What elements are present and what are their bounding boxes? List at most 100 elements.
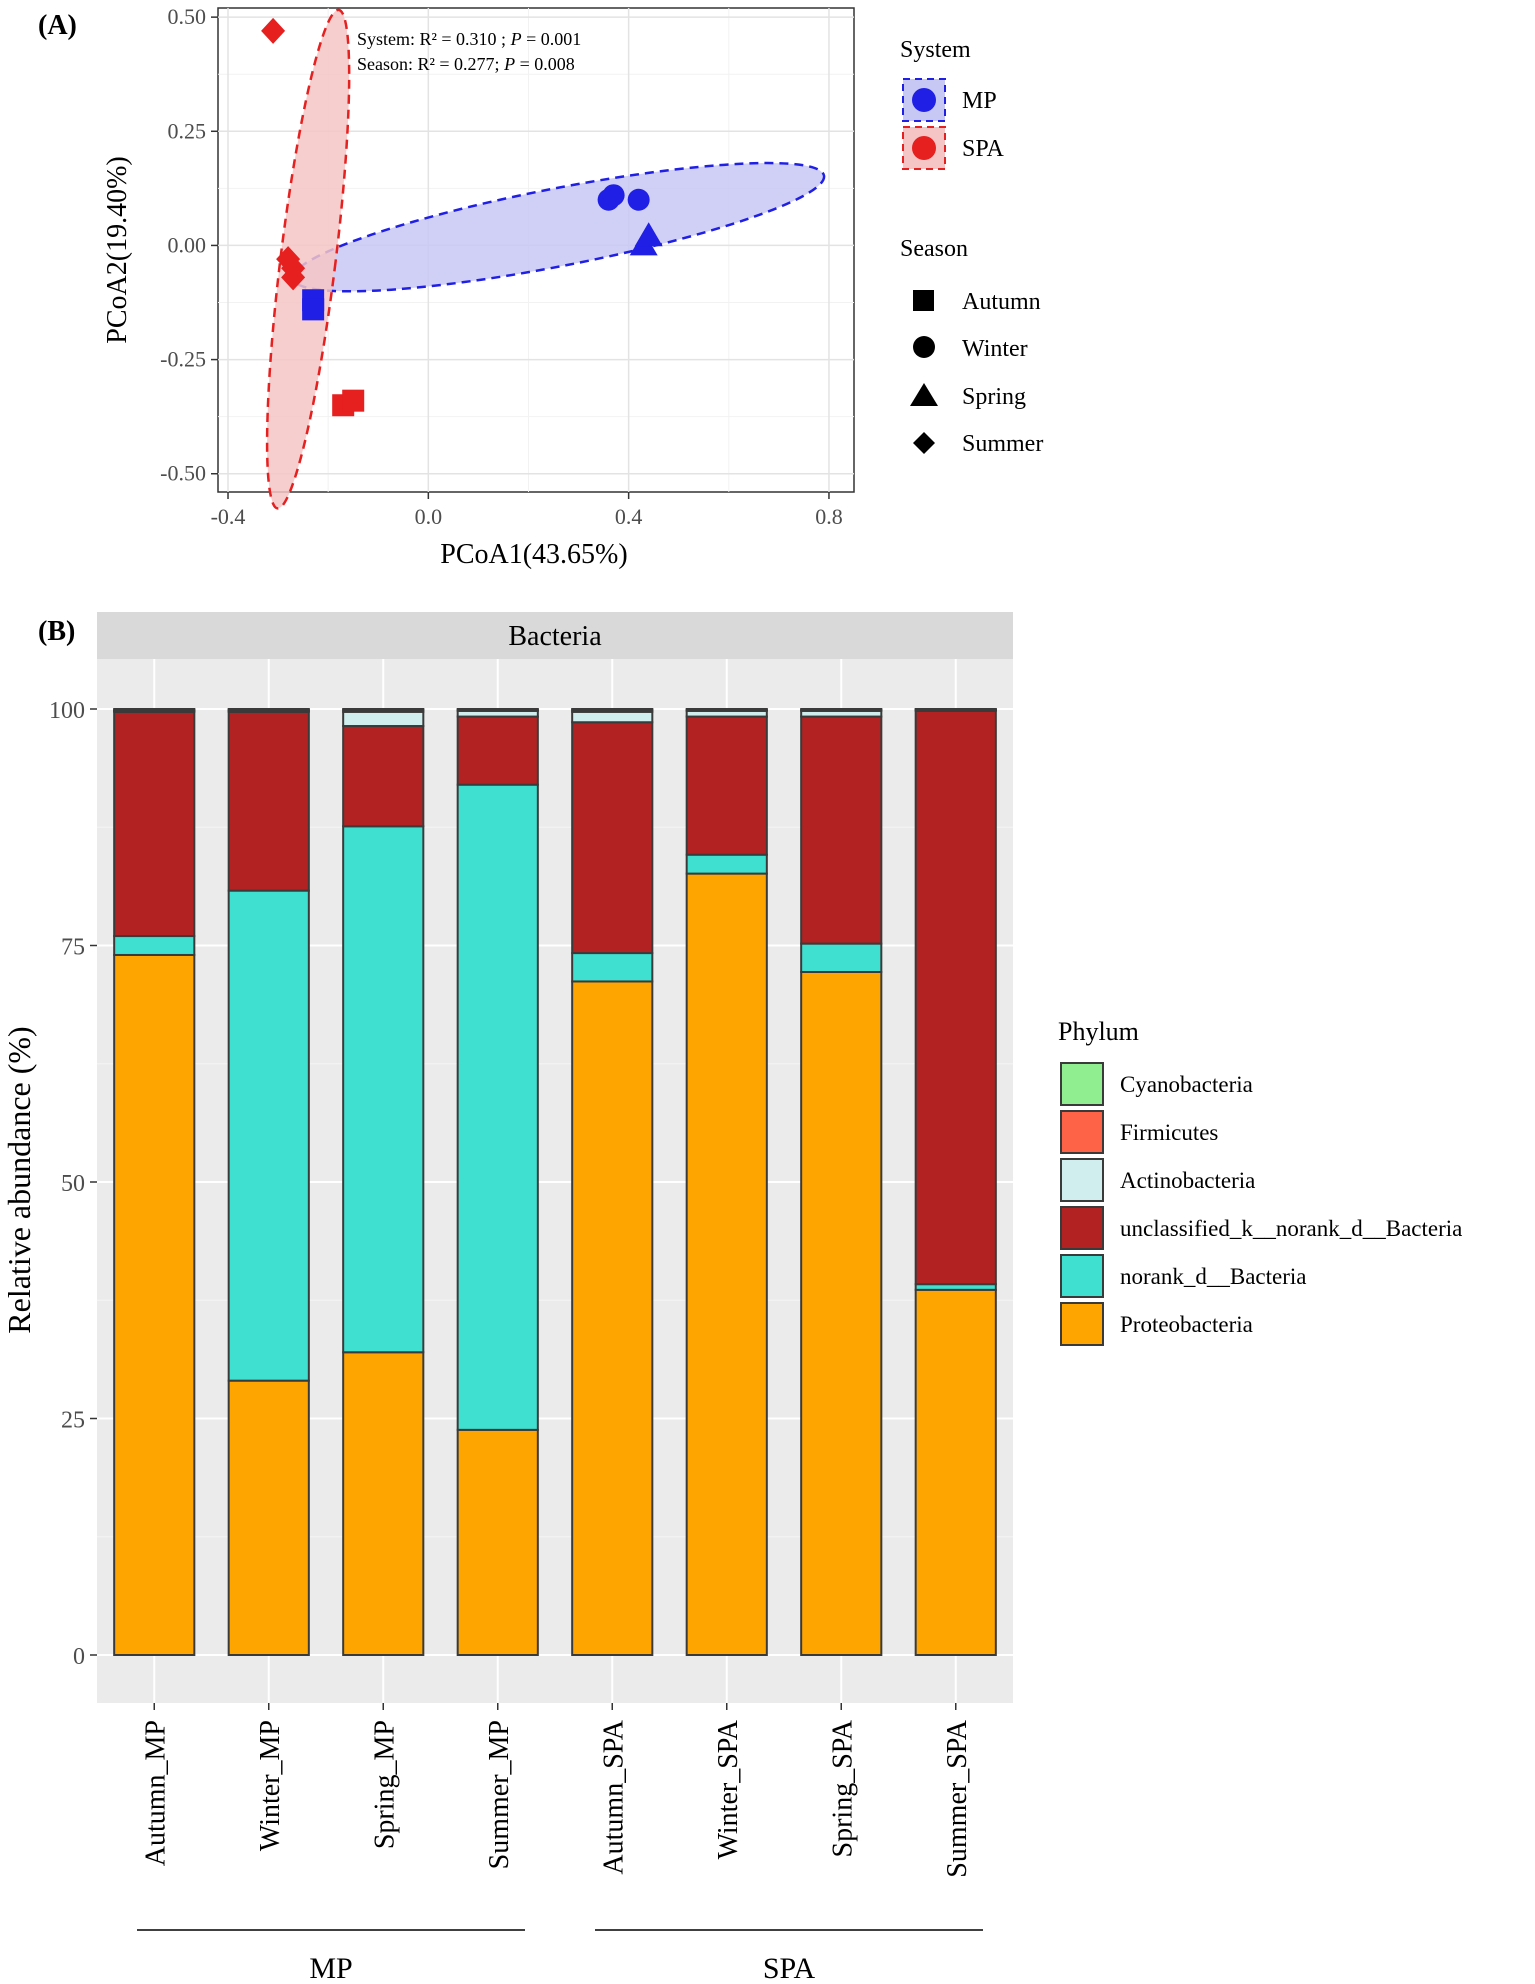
bar-segment-proteobacteria [456, 1428, 539, 1657]
group-label: MP [309, 1952, 352, 1984]
legend-winter-circle [913, 336, 935, 358]
x-tick-label: 0.0 [415, 504, 443, 529]
legend-key [1060, 1110, 1104, 1154]
bar-segment-actinobacteria [342, 710, 425, 728]
x-tick-label: Summer_MP [484, 1720, 515, 1869]
x-tick-label: Spring_SPA [827, 1719, 858, 1857]
facet-title: Bacteria [508, 621, 602, 652]
x-tick-label: Summer_SPA [942, 1719, 973, 1877]
y-tick-label: 0 [73, 1644, 85, 1670]
x-tick-label: Winter_SPA [713, 1719, 744, 1859]
legend-spa-circle [912, 136, 936, 160]
facet-strip [97, 612, 1013, 659]
season-legend-title: Season [900, 236, 968, 262]
bar-segment-unclassified-k-norank-d-bacteria [342, 725, 425, 828]
y-tick-label: 75 [61, 935, 85, 961]
x-tick-label: -0.4 [211, 504, 246, 529]
x-tick-label: 0.8 [815, 504, 843, 529]
legend-spring-triangle [910, 383, 938, 406]
y-tick-label: 50 [61, 1171, 85, 1197]
bar-segment-unclassified-k-norank-d-bacteria [800, 715, 883, 945]
y-tick-label: 0.00 [168, 232, 207, 257]
y-tick-label: 0.50 [168, 4, 207, 29]
pcoa-points [261, 17, 663, 417]
legend-key [1060, 1302, 1104, 1346]
bar-segment-norank-d-bacteria [571, 952, 654, 983]
bar-segment-proteobacteria [685, 872, 768, 1656]
legend-key [1060, 1158, 1104, 1202]
season-legend: Season Autumn Winter Spring Summer [900, 236, 1043, 457]
y-tick-label: 25 [61, 1408, 85, 1434]
legend-label-autumn: Autumn [962, 289, 1041, 315]
legend-mp-circle [912, 88, 936, 112]
bar-segment-norank-d-bacteria [113, 935, 196, 956]
bar-segment-unclassified-k-norank-d-bacteria [571, 721, 654, 955]
point-mp-autumn [302, 298, 325, 321]
x-tick-label: 0.4 [615, 504, 643, 529]
bar-segment-cyanobacteria [685, 708, 768, 711]
legend-label-winter: Winter [962, 336, 1028, 362]
bar-segment-cyanobacteria [800, 708, 883, 711]
bar-ticks: 0 25 50 75 100 Autumn_MP Winter_MP Spring_MP Sum… [49, 698, 973, 1878]
panel-a-label: (A) [38, 10, 77, 41]
legend-label: Cyanobacteria [1120, 1072, 1253, 1097]
bar-y-axis-label: Relative abundance (%) [1, 1026, 37, 1333]
bar-segment-unclassified-k-norank-d-bacteria [685, 715, 768, 856]
bar-segment-norank-d-bacteria [342, 825, 425, 1354]
x-tick-label: Autumn_SPA [598, 1719, 629, 1874]
bar-segment-proteobacteria [227, 1379, 310, 1657]
bar-segment-proteobacteria [113, 953, 196, 1656]
phylum-legend: Phylum Cyanobacteria Firmicutes Actinobact… [1058, 1017, 1462, 1346]
legend-label: unclassified_k__norank_d__Bacteria [1120, 1216, 1462, 1241]
bar-segment-proteobacteria [800, 970, 883, 1656]
legend-label: Proteobacteria [1120, 1312, 1253, 1337]
x-tick-label: Autumn_MP [140, 1720, 171, 1866]
bar-segment-unclassified-k-norank-d-bacteria [227, 710, 310, 892]
pcoa-y-axis-label: PCoA2(19.40%) [102, 156, 133, 343]
phylum-legend-title: Phylum [1058, 1017, 1139, 1046]
bar-segment-norank-d-bacteria [456, 783, 539, 1431]
bar-segment-norank-d-bacteria [227, 889, 310, 1382]
bar-segment-cyanobacteria [456, 708, 539, 711]
x-tick-label: Winter_MP [255, 1720, 286, 1851]
bar-panel: (B) Bacteria 0 25 50 75 100 Autumn_MP Winter_M… [1, 612, 1462, 1984]
group-brackets: MP SPA [137, 1929, 983, 1984]
legend-summer-diamond [913, 432, 935, 454]
pcoa-x-axis-label: PCoA1(43.65%) [440, 539, 627, 570]
point-mp-winter [602, 184, 625, 207]
stat-annotation-system: System: R² = 0.310 ; P = 0.001 [357, 29, 581, 49]
group-label: SPA [763, 1952, 816, 1984]
legend-key [1060, 1206, 1104, 1250]
bar-segment-unclassified-k-norank-d-bacteria [456, 715, 539, 786]
y-tick-label: -0.25 [160, 347, 206, 372]
bar-segment-proteobacteria [571, 980, 654, 1656]
legend-autumn-square [913, 290, 934, 311]
legend-label-spring: Spring [962, 384, 1026, 410]
legend-label: Actinobacteria [1120, 1168, 1255, 1193]
bar-segment-unclassified-k-norank-d-bacteria [113, 710, 196, 938]
stat-annotation-season: Season: R² = 0.277; P = 0.008 [357, 54, 575, 74]
legend-label-summer: Summer [962, 431, 1043, 457]
bar-segment-actinobacteria [571, 710, 654, 724]
y-tick-label: 100 [49, 698, 85, 724]
bar-segment-proteobacteria [342, 1351, 425, 1657]
pcoa-panel: (A) -0.4 0.0 0.4 0.8-0.50-0.250.000.250.50 … [38, 4, 1043, 570]
bar-segment-cyanobacteria [342, 708, 425, 711]
point-mp-spring [634, 222, 663, 247]
bar-segment-unclassified-k-norank-d-bacteria [914, 709, 997, 1286]
point-mp-winter [627, 188, 650, 211]
x-tick-label: Spring_MP [369, 1720, 400, 1849]
legend-label-spa: SPA [962, 136, 1004, 162]
point-spa-summer [281, 264, 306, 291]
legend-label: Firmicutes [1120, 1120, 1218, 1145]
point-spa-autumn [342, 389, 365, 412]
legend-label: norank_d__Bacteria [1120, 1264, 1306, 1289]
legend-key [1060, 1254, 1104, 1298]
bars [113, 708, 997, 1657]
point-spa-summer [261, 17, 286, 44]
bar-segment-cyanobacteria [227, 708, 310, 711]
y-tick-label: 0.25 [168, 118, 207, 143]
bar-segment-norank-d-bacteria [800, 942, 883, 973]
y-tick-label: -0.50 [160, 461, 206, 486]
